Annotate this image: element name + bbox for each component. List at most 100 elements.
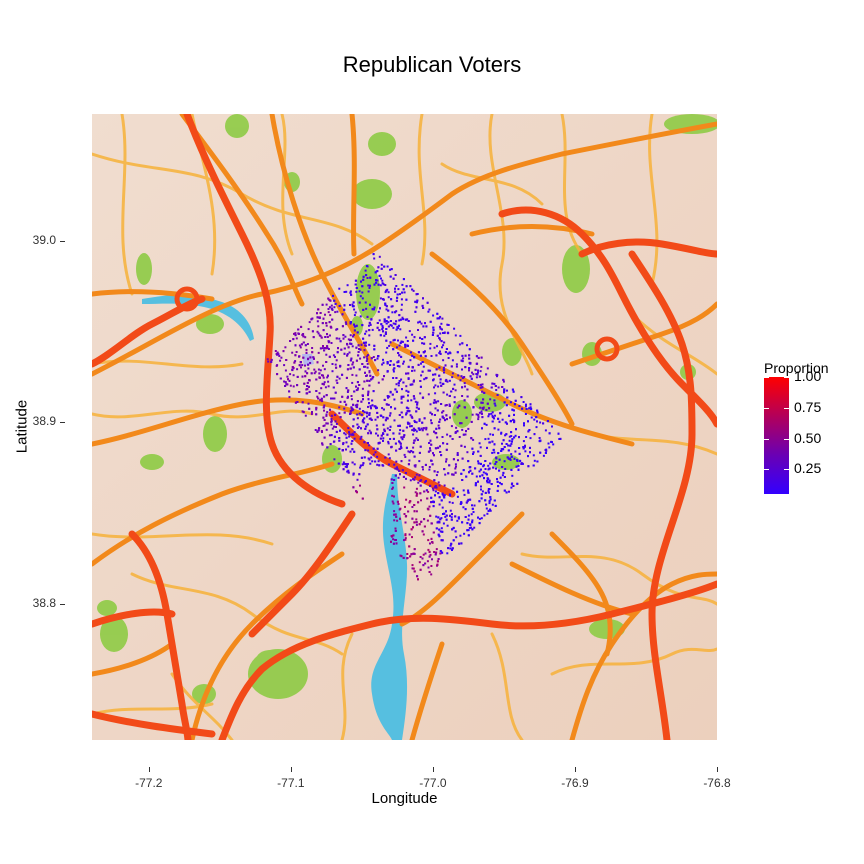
voter-point [321, 322, 324, 325]
voter-point [488, 479, 491, 482]
voter-point [461, 354, 464, 357]
voter-point [387, 442, 390, 445]
voter-point [345, 436, 348, 439]
voter-point [395, 460, 398, 463]
voter-point [513, 403, 516, 406]
voter-point [317, 397, 320, 400]
voter-point [513, 421, 516, 424]
voter-point [321, 442, 324, 445]
voter-point [420, 362, 422, 365]
voter-point [334, 302, 337, 305]
voter-point [485, 409, 488, 411]
voter-point [438, 503, 441, 506]
voter-point [478, 411, 481, 414]
voter-point [325, 422, 328, 425]
voter-point [386, 265, 389, 268]
voter-point [398, 440, 400, 443]
voter-point [409, 414, 412, 417]
voter-point [398, 354, 401, 357]
voter-point [320, 430, 323, 433]
voter-point [472, 453, 474, 455]
park [203, 416, 227, 452]
voter-point [443, 468, 446, 471]
voter-point [489, 508, 491, 511]
voter-point [329, 408, 331, 411]
voter-point [358, 407, 361, 410]
voter-point [430, 522, 433, 525]
voter-point [441, 328, 443, 331]
voter-point [441, 415, 444, 418]
voter-point [369, 405, 372, 408]
park [97, 600, 117, 616]
voter-point [448, 501, 451, 504]
voter-point [437, 558, 440, 560]
voter-point [420, 322, 423, 325]
voter-point [408, 410, 411, 413]
voter-point [497, 386, 500, 389]
voter-point [333, 458, 336, 461]
voter-point [417, 321, 420, 324]
voter-point [342, 334, 345, 337]
voter-point [419, 392, 422, 395]
voter-point [441, 539, 444, 542]
voter-point [403, 486, 406, 489]
voter-point [321, 400, 324, 403]
voter-point [474, 482, 477, 485]
voter-point [347, 427, 350, 430]
voter-point [381, 378, 384, 381]
voter-point [538, 437, 541, 439]
voter-point [427, 566, 430, 569]
voter-point [367, 392, 370, 395]
voter-point [502, 378, 505, 381]
voter-point [440, 322, 443, 325]
voter-point [364, 365, 367, 368]
voter-point [421, 466, 424, 468]
voter-point [304, 370, 307, 373]
voter-point [382, 408, 385, 411]
voter-point [348, 351, 351, 354]
voter-point [412, 526, 414, 529]
voter-point [409, 359, 412, 362]
voter-point [382, 298, 385, 301]
voter-points [266, 253, 562, 581]
voter-point [445, 510, 447, 513]
voter-point [389, 391, 392, 394]
voter-point [458, 343, 461, 346]
voter-point [392, 363, 395, 366]
voter-point [361, 291, 364, 294]
voter-point [428, 466, 431, 468]
voter-point [322, 425, 325, 427]
legend-tick-mark [784, 438, 789, 440]
voter-point [311, 351, 314, 354]
voter-point [493, 382, 496, 385]
map-panel[interactable] [92, 114, 717, 740]
voter-point [478, 500, 481, 503]
voter-point [370, 407, 372, 410]
voter-point [503, 391, 505, 394]
voter-point [484, 468, 487, 470]
voter-point [378, 464, 381, 467]
voter-point [415, 521, 418, 524]
y-axis-label: Latitude [13, 399, 31, 454]
voter-point [383, 375, 385, 378]
voter-point [491, 414, 494, 417]
voter-point [460, 359, 463, 362]
voter-point [406, 557, 409, 559]
voter-point [402, 288, 405, 291]
voter-point [525, 436, 528, 438]
voter-point [313, 357, 315, 360]
voter-point [338, 439, 341, 442]
voter-point [320, 387, 323, 390]
voter-point [422, 365, 425, 368]
voter-point [525, 408, 528, 410]
voter-point [471, 528, 474, 531]
voter-point [307, 358, 309, 361]
voter-point [372, 253, 375, 256]
voter-point [427, 369, 430, 372]
voter-point [429, 514, 432, 517]
voter-point [436, 471, 439, 474]
voter-point [341, 373, 344, 376]
voter-point [420, 427, 423, 430]
voter-point [429, 403, 432, 406]
voter-point [411, 354, 414, 357]
